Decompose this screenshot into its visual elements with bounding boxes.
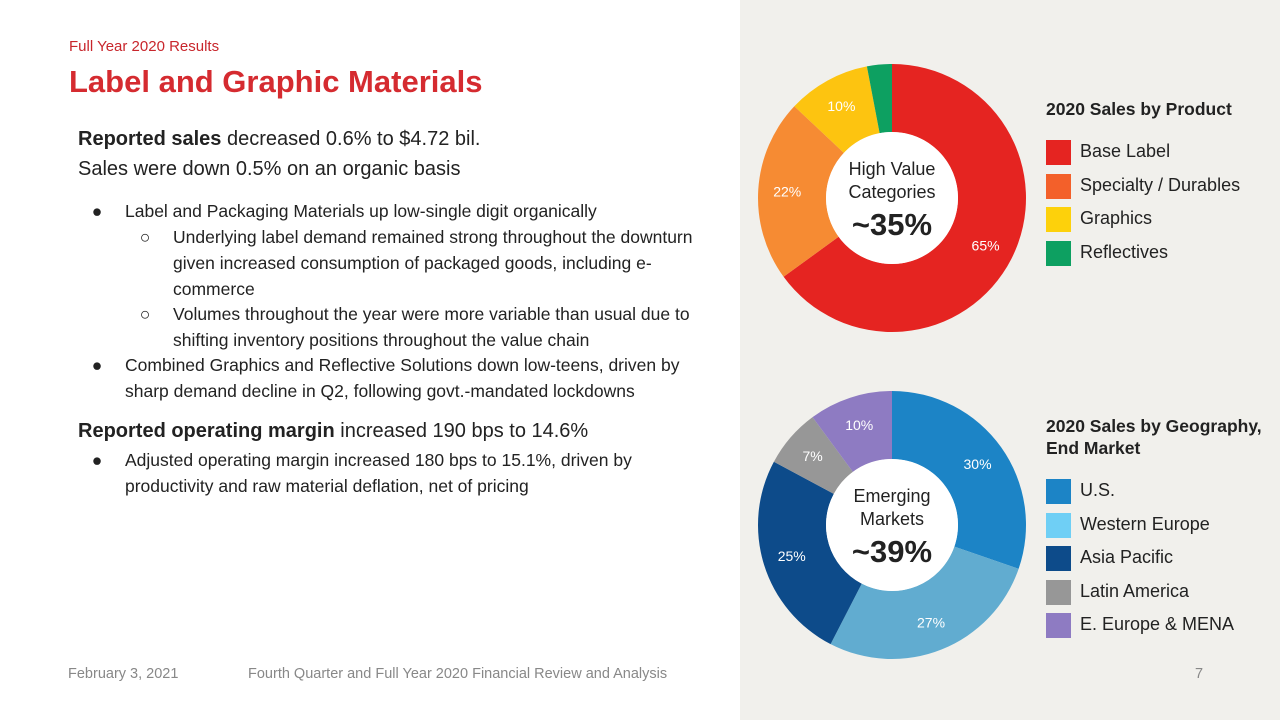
slide-title: Label and Graphic Materials: [69, 64, 483, 99]
geo-donut-hole: [826, 459, 958, 591]
legend-label: Asia Pacific: [1080, 547, 1174, 568]
legend-label: Graphics: [1080, 208, 1153, 229]
legend-label: Western Europe: [1080, 513, 1210, 534]
organic-line: Sales were down 0.5% on an organic basis: [78, 158, 461, 180]
bullet-1a: ○ Underlying label demand remained stron…: [140, 224, 693, 302]
legend-label: U.S.: [1080, 480, 1116, 500]
bullet-1b-text: Volumes throughout the year were more va…: [173, 304, 690, 350]
product-center-label: High Value: [849, 159, 936, 179]
bullet-2: ● Combined Graphics and Reflective Solut…: [92, 352, 715, 404]
geo-data-label: 30%: [964, 456, 992, 472]
donut-charts: 65% 22% 10% High Value Categories ~35% 30% 27% 2…: [758, 64, 1026, 659]
legend-swatch: [1046, 240, 1071, 266]
geo-slice-u-s-: [892, 391, 1026, 569]
sub-bullet-mark: ○: [139, 227, 151, 247]
product-slice-graphics: [794, 66, 880, 153]
geo-data-label: 25%: [778, 548, 806, 564]
geo-data-label: 27%: [917, 614, 945, 630]
bullet-1a-text: Underlying label demand remained strong …: [173, 227, 693, 299]
geo-center-value: ~39%: [852, 534, 932, 569]
product-donut-hole: [826, 132, 958, 264]
sub-bullet-mark: ○: [139, 304, 151, 324]
sales-line: Reported sales decreased 0.6% to $4.72 b…: [78, 125, 480, 153]
margin-rest: increased 190 bps to 14.6%: [334, 420, 589, 442]
margin-line: Reported operating margin increased 190 …: [78, 417, 588, 445]
product-slice-reflectives: [866, 64, 892, 134]
geo-slice-western-europe: [830, 546, 1019, 659]
geo-slice-asia-pacific: [758, 461, 862, 645]
legend-swatch: [1046, 579, 1071, 605]
legend-label: Latin America: [1080, 580, 1190, 601]
product-slice-base-label: [783, 64, 1026, 332]
sales-rest: decreased 0.6% to $4.72 bil.: [221, 128, 481, 150]
legend-label: Base Label: [1080, 141, 1171, 161]
bullet-dot: ●: [91, 201, 103, 221]
bullet-1-text: Label and Packaging Materials up low-sin…: [125, 201, 597, 221]
legend-swatch: [1046, 479, 1071, 504]
legend-label: Reflectives: [1080, 241, 1169, 262]
footer-page-number: 7: [1195, 666, 1204, 682]
slide-subtitle: Full Year 2020 Results: [69, 38, 220, 55]
product-data-label: 65%: [972, 238, 1000, 254]
legend-label: Specialty / Durables: [1080, 174, 1241, 195]
product-center-value: ~35%: [852, 207, 932, 242]
geo-center-label: Emerging: [853, 486, 930, 506]
geo-center-label: Markets: [860, 509, 924, 529]
bullet-2-text: Combined Graphics and Reflective Solutio…: [125, 355, 680, 401]
bullet-dot: ●: [91, 450, 103, 470]
legend-swatch: [1046, 173, 1071, 199]
geo-legend-title: 2020 Sales by Geography, End Market: [1046, 415, 1262, 459]
bullet-1b: ○ Volumes throughout the year were more …: [140, 301, 718, 353]
legend-label: E. Europe & MENA: [1080, 614, 1235, 635]
geo-legend-title-line-2: End Market: [1046, 438, 1141, 458]
legend-swatch: [1046, 613, 1071, 639]
product-data-label: 10%: [827, 98, 855, 114]
footer-report-title: Fourth Quarter and Full Year 2020 Financ…: [248, 666, 668, 682]
product-center-label: Categories: [848, 182, 935, 202]
legend-swatch: [1046, 140, 1071, 165]
sales-bold: Reported sales: [78, 128, 222, 150]
legend-swatch: [1046, 546, 1071, 572]
margin-bold: Reported operating margin: [78, 420, 335, 442]
bullet-dot: ●: [91, 355, 103, 375]
bullet-3-text: Adjusted operating margin increased 180 …: [125, 450, 632, 496]
legend-swatch: [1046, 207, 1071, 233]
geo-data-label: 10%: [845, 417, 873, 433]
bullet-3: ● Adjusted operating margin increased 18…: [92, 447, 700, 499]
geo-slice-e-europe-mena: [812, 391, 892, 472]
legend-swatch: [1046, 512, 1071, 538]
bullet-1: ● Label and Packaging Materials up low-s…: [92, 198, 725, 224]
product-legend-title: 2020 Sales by Product: [1046, 99, 1232, 119]
footer-date: February 3, 2021: [68, 666, 179, 682]
geo-legend-title-line-1: 2020 Sales by Geography,: [1046, 416, 1262, 436]
product-data-label: 22%: [773, 183, 801, 199]
geo-data-label: 7%: [803, 448, 823, 464]
geo-slice-latin-america: [773, 417, 853, 494]
product-slice-specialty-durables: [758, 106, 844, 277]
